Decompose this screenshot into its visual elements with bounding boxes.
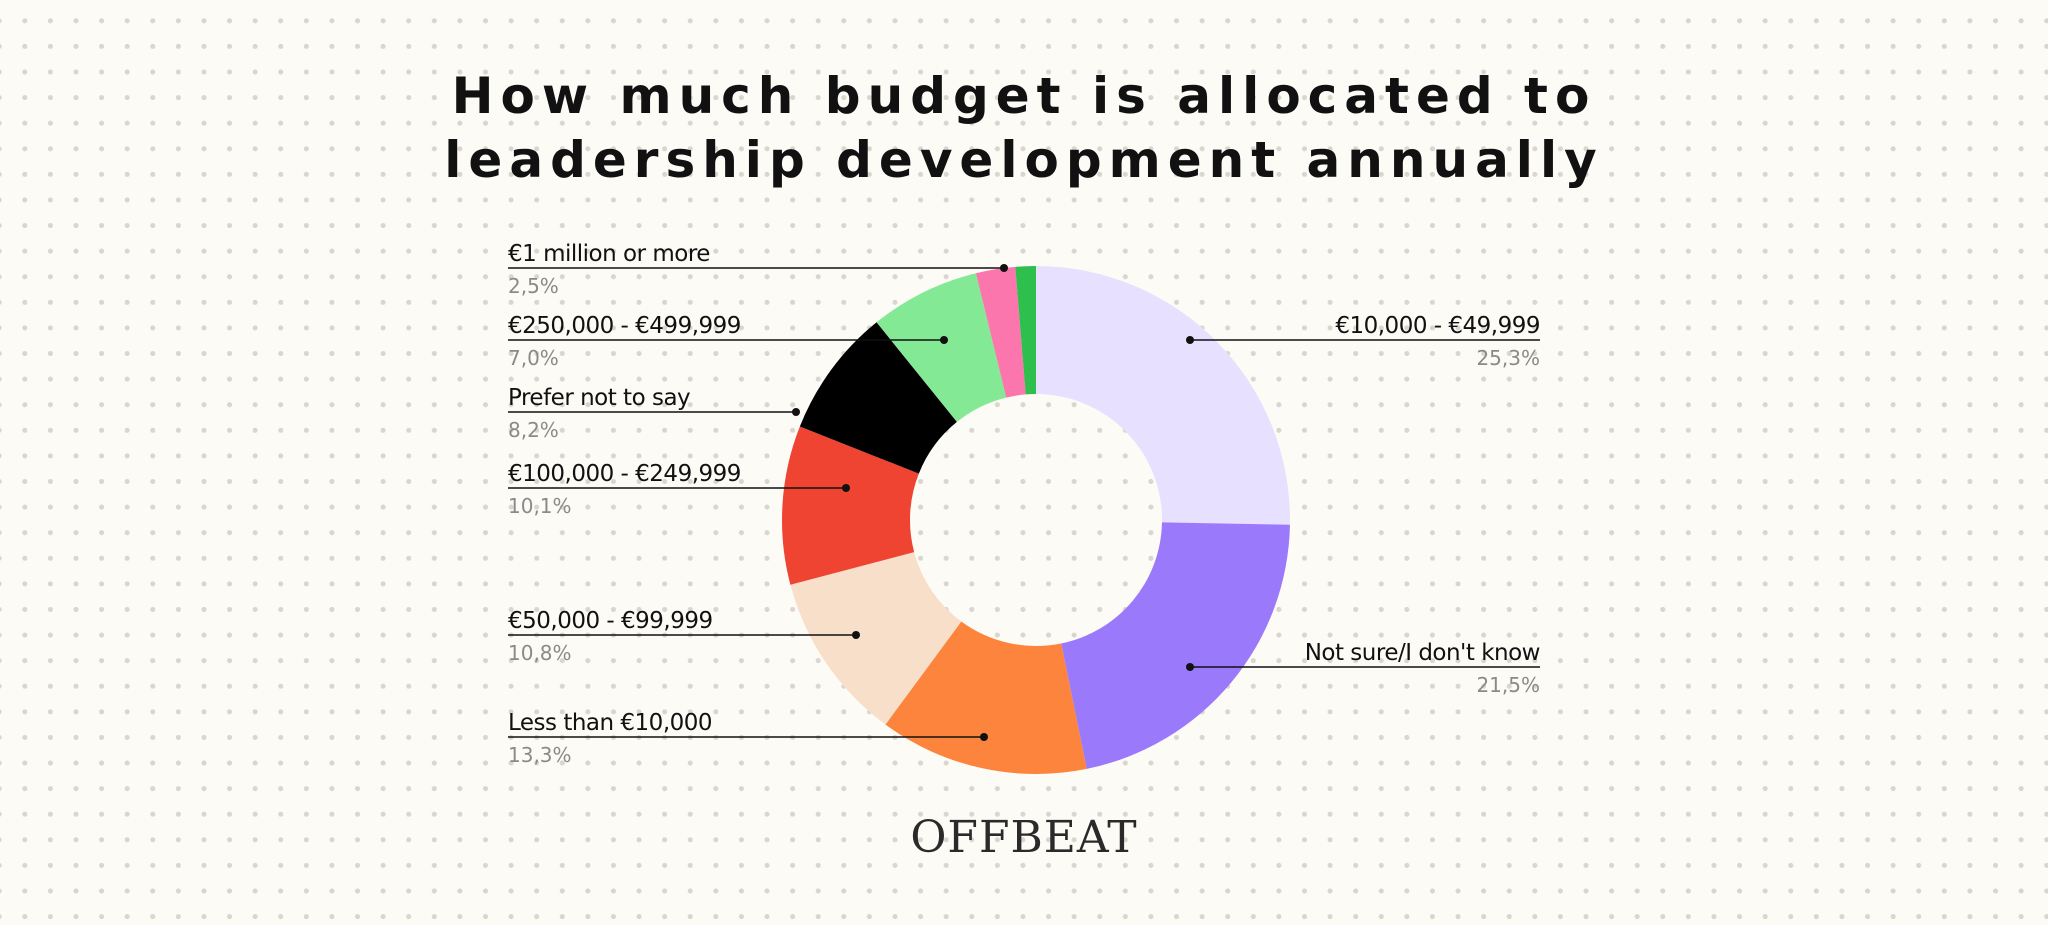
slice-prefer-not-to-say [799, 322, 957, 474]
label-100-000-249-999-value: 10,1% [508, 494, 572, 518]
label-50-000-99-999-text: €50,000 - €99,999 [508, 608, 713, 634]
label-250-000-499-999-value: 7,0% [508, 346, 559, 370]
label-prefer-not-to-say-marker [792, 408, 800, 416]
label-50-000-99-999-marker [852, 631, 860, 639]
label-10-000-49-999-value: 25,3% [1476, 346, 1540, 370]
label-1-million-or-more-marker [1000, 264, 1008, 272]
slice-unlabeled-8 [1015, 266, 1036, 395]
slice-250-000-499-999 [876, 273, 1007, 422]
label-250-000-499-999-text: €250,000 - €499,999 [508, 313, 741, 339]
chart-title: How much budget is allocated to leadersh… [0, 64, 2048, 192]
label-not-sure-i-don-t-know-marker [1186, 663, 1194, 671]
label-not-sure-i-don-t-know-value: 21,5% [1476, 673, 1540, 697]
slice-100-000-249-999 [782, 426, 919, 585]
slice-not-sure-i-don-t-know [1061, 522, 1290, 769]
label-prefer-not-to-say-value: 8,2% [508, 418, 559, 442]
label-not-sure-i-don-t-know-text: Not sure/I don't know [1305, 640, 1540, 666]
label-100-000-249-999-text: €100,000 - €249,999 [508, 461, 741, 487]
brand-logo: OFFBEAT [910, 812, 1138, 863]
label-1-million-or-more-text: €1 million or more [508, 241, 710, 267]
label-250-000-499-999-marker [940, 336, 948, 344]
label-less-than-10-000-marker [980, 733, 988, 741]
label-50-000-99-999-value: 10,8% [508, 641, 572, 665]
label-1-million-or-more-value: 2,5% [508, 274, 559, 298]
slice-less-than-10-000 [885, 621, 1087, 774]
label-100-000-249-999-marker [842, 484, 850, 492]
label-less-than-10-000-text: Less than €10,000 [508, 710, 712, 736]
label-10-000-49-999-marker [1186, 336, 1194, 344]
slice-1-million-or-more [975, 266, 1026, 398]
slice-50-000-99-999 [790, 552, 962, 725]
chart-title-line-1: How much budget is allocated to [451, 67, 1597, 125]
label-10-000-49-999-text: €10,000 - €49,999 [1335, 313, 1540, 339]
chart-title-line-2: leadership development annually [444, 131, 1604, 189]
slice-10-000-49-999 [1036, 266, 1290, 525]
label-prefer-not-to-say-text: Prefer not to say [508, 385, 690, 411]
label-less-than-10-000-value: 13,3% [508, 743, 572, 767]
